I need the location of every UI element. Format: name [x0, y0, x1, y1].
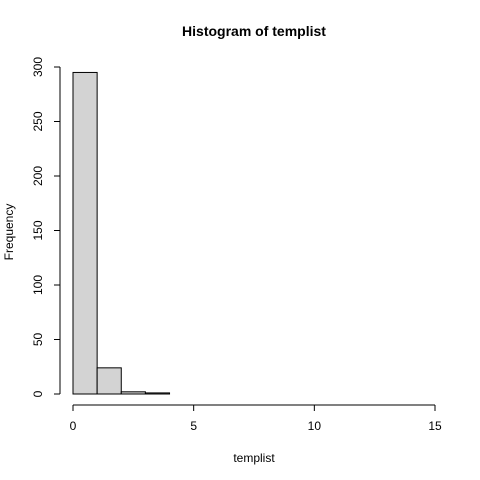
x-axis: 0 5 10 15 [70, 404, 442, 433]
histogram-bar-1 [96, 367, 122, 395]
y-axis-label: Frequency [2, 204, 16, 261]
y-tick-label-2: 100 [31, 275, 45, 295]
x-tick-label-3: 15 [428, 419, 442, 433]
y-tick-label-4: 200 [31, 166, 45, 186]
histogram-bar-0 [72, 71, 98, 395]
y-tick-label-0: 0 [31, 390, 45, 397]
histogram-bar-3 [144, 392, 171, 395]
y-tick-label-5: 250 [31, 111, 45, 131]
y-axis: 0 50 100 150 200 250 300 [31, 57, 61, 397]
histogram-bar-2 [120, 391, 146, 395]
bars-group [72, 71, 171, 395]
y-tick-label-6: 300 [31, 57, 45, 77]
chart-title: Histogram of templist [182, 23, 326, 39]
y-tick-label-1: 50 [31, 333, 45, 347]
x-axis-label: templist [233, 451, 275, 465]
x-tick-label-0: 0 [70, 419, 77, 433]
x-tick-label-1: 5 [190, 419, 197, 433]
y-tick-label-3: 150 [31, 220, 45, 240]
x-tick-label-2: 10 [308, 419, 322, 433]
